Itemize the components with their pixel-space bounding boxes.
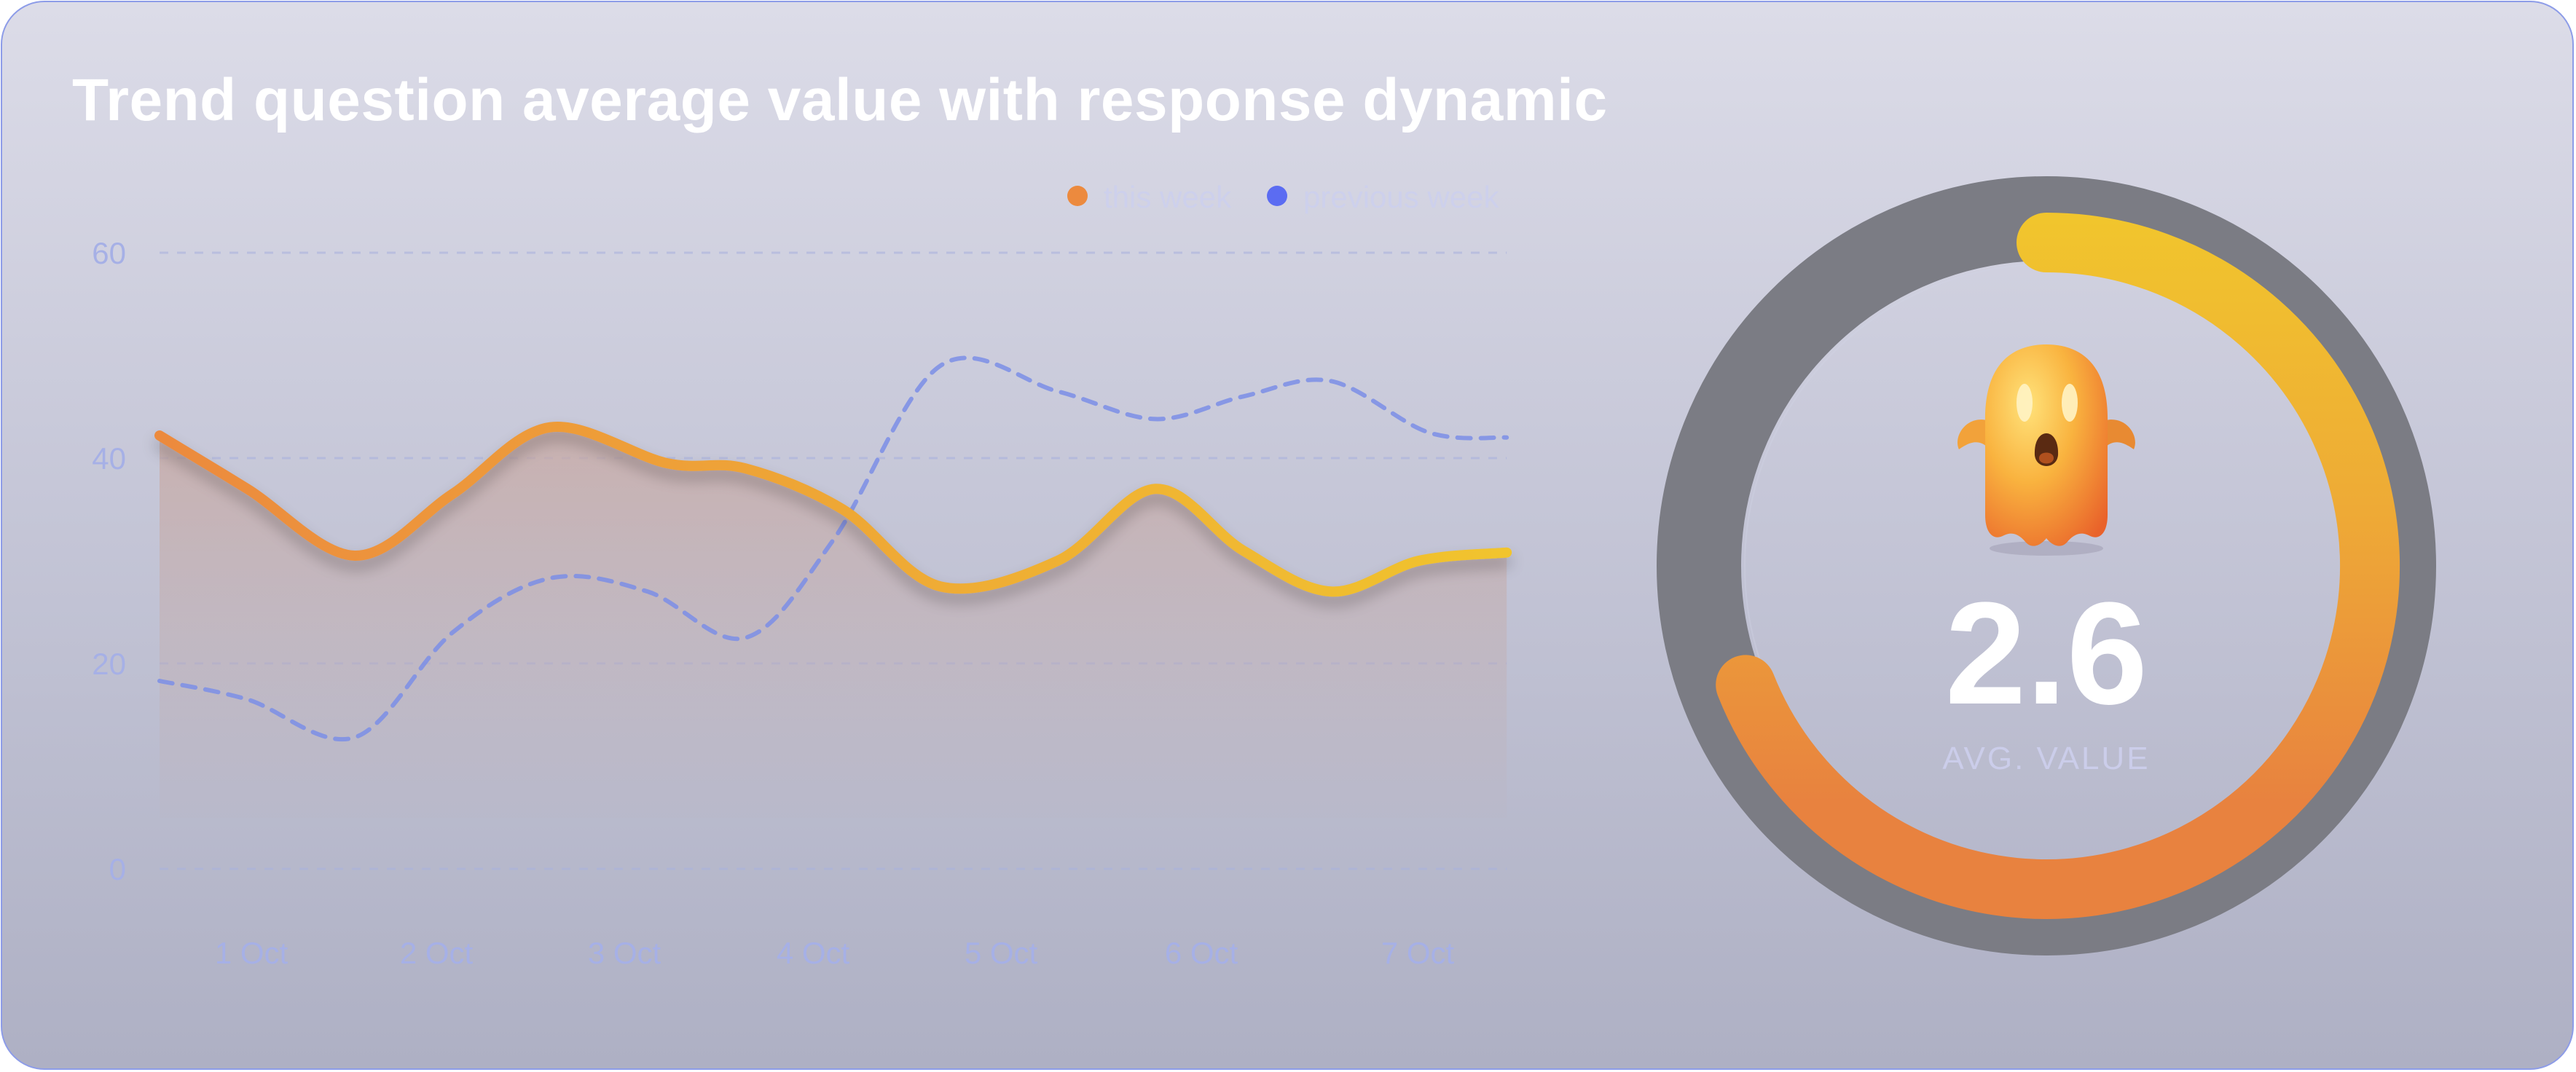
chart-series — [154, 355, 1512, 818]
legend-label-previous-week: previous week — [1303, 180, 1499, 214]
gauge — [1657, 176, 2436, 955]
gauge-value: 2.6 — [1944, 572, 2148, 735]
y-tick-label: 0 — [109, 852, 126, 886]
y-tick-label: 20 — [92, 647, 126, 681]
legend: this week previous week — [1067, 180, 1499, 214]
x-tick-label: 2 Oct — [400, 936, 474, 970]
x-tick-label: 1 Oct — [215, 936, 288, 970]
series-line-previous-week — [157, 355, 1509, 742]
series-line-this-week — [154, 422, 1512, 597]
legend-label-this-week: this week — [1104, 180, 1232, 214]
legend-dot-previous-week — [1267, 186, 1287, 206]
y-axis-ticks: 0 20 40 60 — [92, 236, 126, 886]
x-axis-ticks: 1 Oct 2 Oct 3 Oct 4 Oct 5 Oct 6 Oct 7 Oct — [215, 936, 1455, 970]
series-area-this-week — [160, 426, 1507, 818]
chart-title: Trend question average value with respon… — [72, 67, 1608, 133]
gauge-label: AVG. VALUE — [1942, 741, 2151, 776]
x-tick-label: 5 Oct — [965, 936, 1038, 970]
y-tick-label: 60 — [92, 236, 126, 270]
x-tick-label: 7 Oct — [1381, 936, 1455, 970]
gauge-fill-arc — [1716, 213, 2400, 919]
y-tick-label: 40 — [92, 441, 126, 476]
x-tick-label: 3 Oct — [588, 936, 661, 970]
legend-dot-this-week — [1067, 186, 1088, 206]
ghost-scared-icon — [1957, 344, 2135, 556]
x-tick-label: 6 Oct — [1165, 936, 1238, 970]
x-tick-label: 4 Oct — [777, 936, 850, 970]
